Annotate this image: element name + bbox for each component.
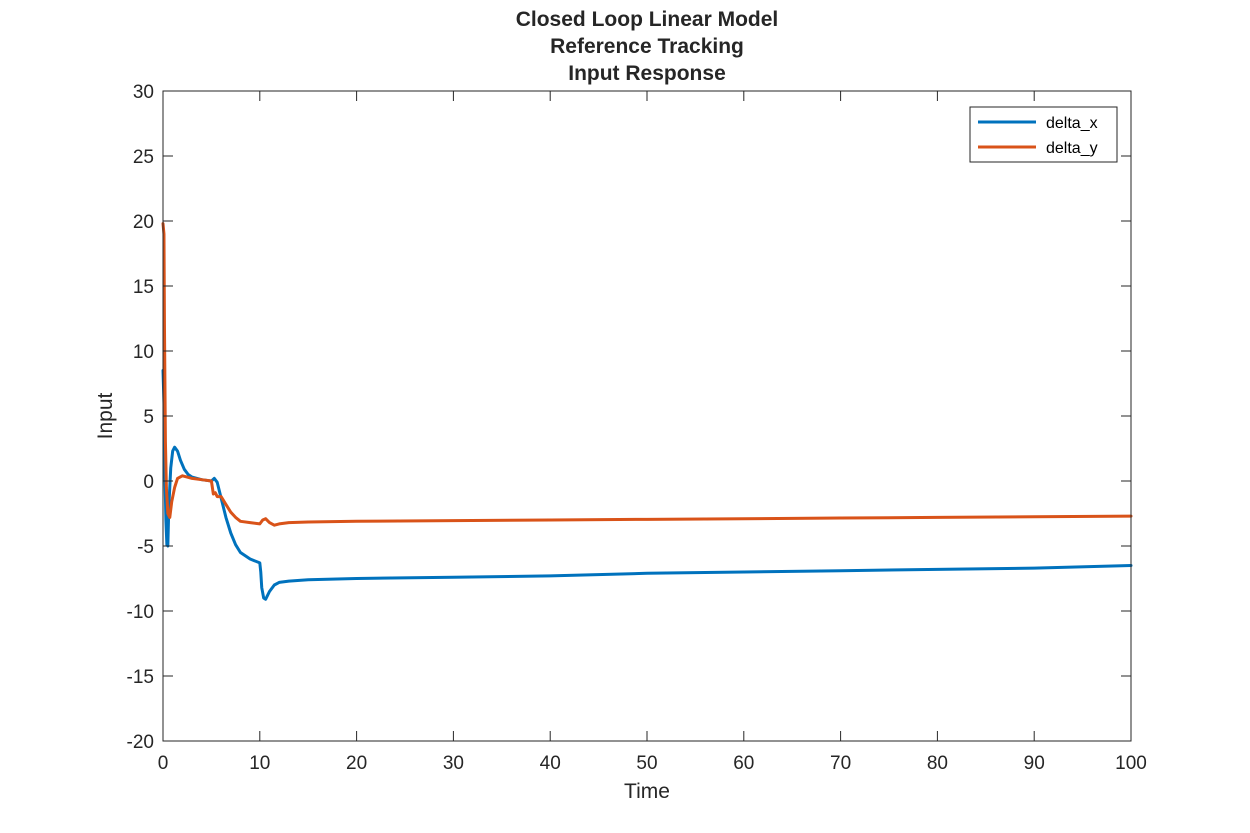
y-tick-label: -10: [127, 602, 154, 623]
x-tick-label: 50: [636, 753, 657, 774]
chart-title-line-2: Reference Tracking: [550, 35, 744, 58]
plot-area: [163, 91, 1131, 741]
chart-title-line-1: Closed Loop Linear Model: [516, 8, 779, 31]
y-tick-label: 0: [143, 472, 154, 493]
x-tick-label: 0: [158, 753, 169, 774]
series-layer: [161, 222, 1133, 601]
legend-label-delta-y: delta_y: [1046, 140, 1098, 157]
legend-box: [969, 106, 1118, 163]
y-tick-label: 10: [133, 342, 154, 363]
y-tick-label: 30: [133, 82, 154, 103]
chart-title-line-3: Input Response: [568, 62, 726, 85]
y-tick-label: 20: [133, 212, 154, 233]
y-tick-label: 5: [143, 407, 154, 428]
y-axis-label: Input: [94, 392, 117, 439]
x-tick-label: 40: [540, 753, 561, 774]
x-axis-label: Time: [624, 780, 670, 803]
chart-title: Closed Loop Linear Model Reference Track…: [516, 8, 779, 85]
x-tick-label: 30: [443, 753, 464, 774]
y-tick-label: -15: [127, 667, 154, 688]
x-tick-label: 80: [927, 753, 948, 774]
x-tick-label: 70: [830, 753, 851, 774]
axis-ticks: [162, 90, 1132, 742]
x-tick-label: 100: [1115, 753, 1147, 774]
series-line-delta-y: [161, 222, 1133, 527]
y-tick-label: -20: [127, 732, 154, 753]
legend: delta_x delta_y: [969, 106, 1118, 163]
x-tick-label: 10: [249, 753, 270, 774]
x-tick-label: 20: [346, 753, 367, 774]
y-tick-label: 25: [133, 147, 154, 168]
x-tick-label: 90: [1024, 753, 1045, 774]
y-tick-labels: -20 -15 -10 -5 0 5 10 15 20 25 30: [127, 82, 154, 753]
legend-label-delta-x: delta_x: [1046, 115, 1098, 132]
series-line-delta-x: [161, 369, 1133, 601]
y-tick-label: -5: [137, 537, 154, 558]
y-tick-label: 15: [133, 277, 154, 298]
x-tick-label: 60: [733, 753, 754, 774]
x-tick-labels: 0 10 20 30 40 50 60 70 80 90 100: [158, 753, 1147, 774]
